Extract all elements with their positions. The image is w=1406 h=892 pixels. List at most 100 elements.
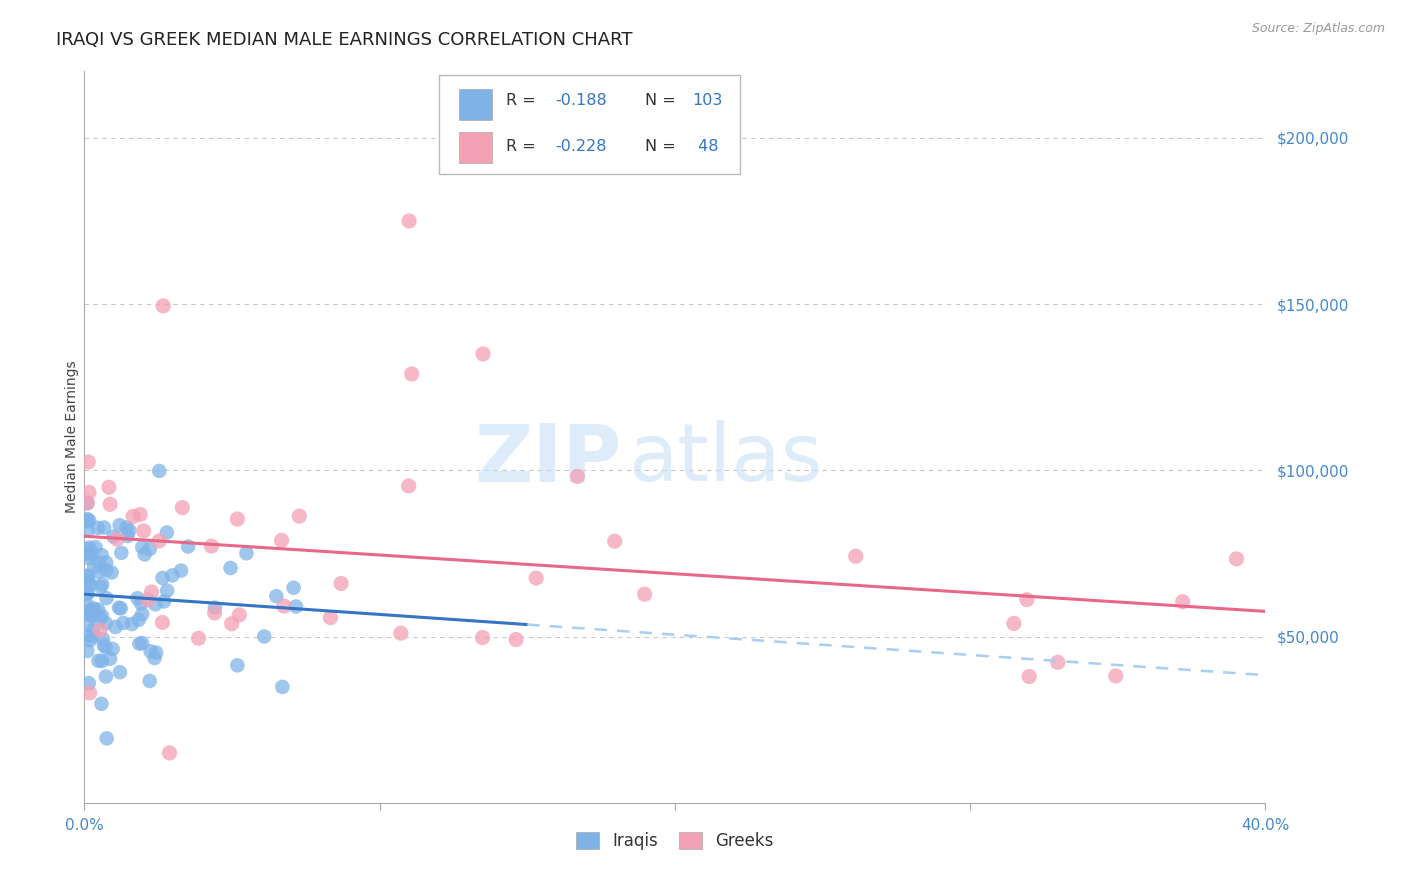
Point: [122, 509, 145, 524]
Point: [84, 540, 107, 554]
Point: [77, 514, 100, 528]
Text: -0.228: -0.228: [555, 139, 607, 153]
Point: [76, 598, 98, 612]
Point: [77, 676, 100, 690]
Point: [148, 464, 170, 478]
Point: [159, 746, 181, 760]
Point: [82, 603, 104, 617]
Point: [266, 589, 288, 603]
Point: [89, 623, 111, 637]
Point: [1015, 592, 1038, 607]
Point: [127, 591, 149, 606]
Point: [128, 637, 150, 651]
Point: [143, 651, 166, 665]
Text: atlas: atlas: [627, 420, 823, 498]
Point: [1046, 656, 1069, 670]
Point: [76, 573, 98, 587]
Point: [89, 611, 111, 625]
Point: [139, 644, 162, 658]
Point: [93, 520, 115, 534]
Point: [79, 541, 101, 555]
Point: [94, 640, 117, 654]
Point: [76, 587, 98, 601]
Point: [76, 568, 98, 582]
Point: [93, 638, 115, 652]
Point: [226, 658, 249, 673]
Point: [285, 599, 308, 614]
Point: [129, 596, 152, 610]
Point: [76, 496, 98, 510]
Point: [389, 626, 412, 640]
Text: N =: N =: [645, 139, 682, 153]
Point: [134, 548, 156, 562]
Point: [94, 669, 117, 683]
Point: [253, 630, 276, 644]
Point: [91, 632, 114, 647]
Point: [283, 581, 305, 595]
Point: [90, 548, 112, 562]
Point: [115, 520, 138, 534]
Point: [156, 525, 179, 540]
Point: [118, 524, 141, 538]
Point: [77, 455, 100, 469]
Point: [76, 496, 98, 510]
Point: [96, 731, 118, 746]
Point: [156, 583, 179, 598]
Point: [221, 616, 243, 631]
Point: [177, 540, 200, 554]
Point: [398, 214, 420, 228]
Point: [82, 601, 104, 615]
Point: [87, 602, 110, 616]
Point: [79, 575, 101, 590]
Point: [187, 632, 209, 646]
Point: [603, 534, 626, 549]
Point: [90, 654, 112, 668]
Point: [90, 608, 112, 623]
FancyBboxPatch shape: [458, 89, 492, 120]
Point: [83, 560, 105, 574]
Point: [129, 508, 152, 522]
Point: [170, 564, 193, 578]
Point: [235, 546, 257, 560]
Point: [1171, 595, 1194, 609]
Point: [105, 532, 128, 546]
Point: [108, 600, 131, 615]
Point: [76, 524, 98, 538]
Point: [132, 524, 155, 538]
Point: [77, 604, 100, 618]
Point: [567, 469, 589, 483]
Point: [1018, 669, 1040, 683]
Point: [136, 593, 159, 607]
Point: [131, 607, 153, 621]
Point: [103, 530, 125, 544]
Point: [204, 606, 226, 620]
Point: [172, 500, 194, 515]
Point: [271, 680, 294, 694]
Point: [330, 576, 353, 591]
Point: [100, 566, 122, 580]
Point: [524, 571, 547, 585]
Point: [101, 641, 124, 656]
FancyBboxPatch shape: [439, 75, 740, 174]
Point: [84, 603, 107, 617]
Point: [76, 606, 98, 620]
Point: [79, 686, 101, 700]
Point: [108, 518, 131, 533]
Point: [162, 568, 184, 582]
Point: [83, 607, 105, 622]
Point: [98, 497, 121, 511]
Point: [96, 591, 118, 605]
Point: [94, 563, 117, 577]
Point: [87, 565, 110, 579]
Point: [200, 539, 222, 553]
Point: [82, 623, 104, 637]
Point: [139, 541, 162, 556]
Point: [76, 586, 98, 600]
Point: [76, 644, 98, 658]
Point: [91, 577, 114, 591]
Point: [145, 598, 167, 612]
Point: [319, 610, 342, 624]
Point: [117, 529, 139, 543]
Point: [398, 479, 420, 493]
Point: [87, 556, 110, 570]
